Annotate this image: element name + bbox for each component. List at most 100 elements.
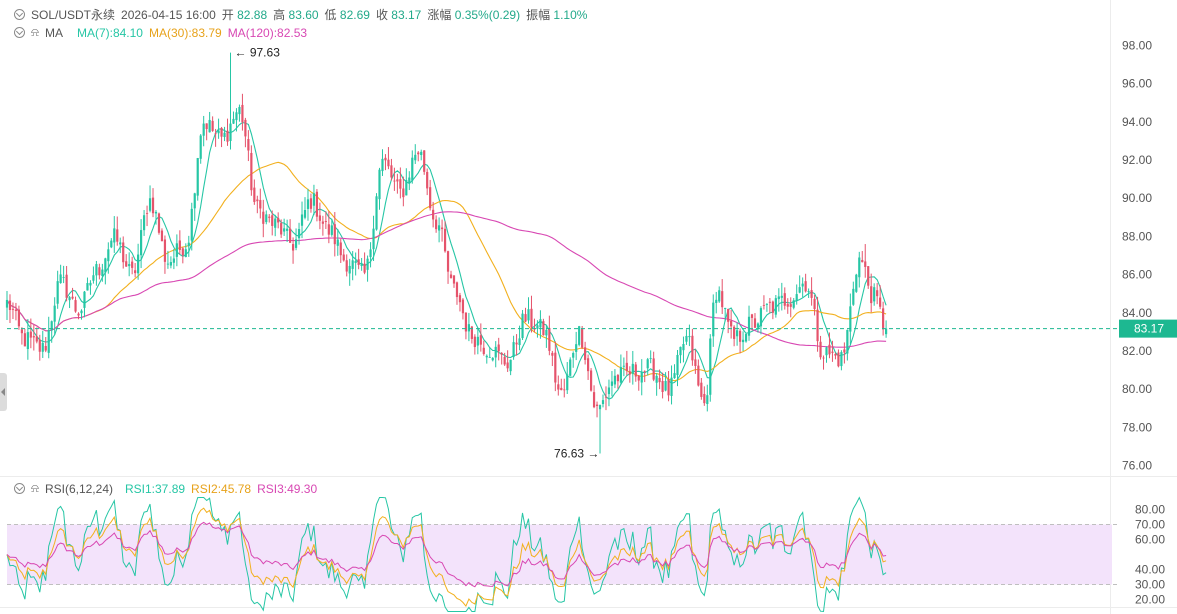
candle: [566, 362, 569, 395]
side-panel-toggle[interactable]: [0, 373, 7, 411]
candle-body: [199, 135, 202, 159]
candle-body: [810, 290, 813, 298]
candle-body: [134, 270, 137, 274]
candle-body: [831, 351, 834, 353]
candle-body: [768, 301, 771, 303]
candle: [607, 379, 611, 407]
candle: [283, 218, 286, 236]
candle: [870, 273, 873, 313]
candle-body: [551, 352, 554, 356]
candle: [381, 149, 384, 176]
candle: [128, 252, 131, 277]
candle-body: [569, 359, 572, 376]
candle: [536, 320, 539, 338]
candle-body: [214, 133, 217, 135]
candle-body: [595, 404, 599, 406]
candle: [119, 237, 122, 254]
collapse-icon[interactable]: [14, 9, 25, 20]
candle: [464, 312, 468, 340]
candle-body: [220, 127, 223, 137]
candle: [271, 210, 274, 236]
candle-body: [417, 152, 420, 155]
candle: [145, 205, 149, 227]
candle-body: [190, 208, 193, 241]
candle-body: [306, 199, 310, 209]
candle-body: [384, 157, 387, 161]
candle-body: [86, 283, 89, 291]
candle: [321, 215, 324, 236]
candle-body: [500, 352, 503, 355]
low-label: 低: [324, 8, 337, 22]
candle-body: [598, 405, 602, 410]
bell-icon[interactable]: ⍾: [31, 25, 39, 39]
candle: [476, 327, 479, 355]
candle: [384, 154, 387, 171]
ma120-line: [6, 211, 887, 348]
candle: [309, 193, 313, 213]
price-tick-label: 86.00: [1122, 268, 1152, 282]
candle: [11, 302, 15, 320]
candle-body: [11, 308, 15, 310]
candle: [840, 350, 843, 371]
candle: [342, 248, 345, 262]
candle-body: [235, 112, 238, 121]
candle: [786, 298, 789, 314]
candle: [649, 350, 652, 364]
candle-body: [563, 389, 566, 391]
candle-body: [309, 198, 313, 209]
collapse-icon[interactable]: [14, 483, 25, 494]
candle-body: [342, 254, 345, 261]
ma-indicator-label: MA: [44, 25, 63, 40]
candle-body: [348, 265, 351, 274]
candle: [685, 329, 688, 345]
rsi-pane: [6, 496, 1120, 613]
candle: [157, 212, 161, 235]
candle-body: [274, 218, 277, 228]
candle: [816, 296, 819, 352]
candle-body: [491, 357, 494, 361]
candle-body: [196, 158, 199, 196]
candle: [423, 150, 426, 175]
candle-body: [366, 258, 369, 270]
candle-body: [867, 266, 870, 286]
candle: [738, 328, 742, 354]
candle-body: [157, 213, 161, 233]
candle: [387, 147, 390, 170]
candle-body: [259, 200, 262, 209]
candle-body: [438, 225, 441, 231]
candle-body: [294, 239, 298, 248]
candle: [661, 372, 664, 399]
candle: [62, 265, 65, 284]
candle-body: [184, 249, 187, 257]
candle-body: [440, 227, 444, 230]
ohlc-legend: SOL/USDT永续 2026-04-15 16:00 开 82.88 高 83…: [14, 6, 587, 23]
candle-body: [503, 356, 506, 365]
candle-body: [277, 217, 280, 223]
candle: [399, 167, 402, 199]
candle: [253, 179, 256, 205]
candle-body: [885, 328, 888, 335]
candle: [712, 294, 715, 347]
candle-body: [736, 330, 739, 337]
candle-body: [336, 239, 339, 246]
candle-body: [128, 264, 131, 267]
amplitude-value: 1.10%: [553, 8, 588, 22]
candle: [250, 145, 253, 196]
candle: [682, 336, 685, 363]
candle-body: [140, 230, 143, 256]
candle: [548, 315, 551, 356]
candle: [557, 375, 560, 396]
candle-body: [479, 335, 482, 345]
candle: [521, 309, 524, 340]
candle-body: [208, 119, 211, 133]
candle: [756, 322, 760, 333]
candle-body: [396, 179, 399, 182]
candle: [753, 313, 757, 328]
candle-body: [780, 295, 783, 298]
collapse-icon[interactable]: [14, 27, 25, 38]
candle: [461, 298, 465, 320]
candle-body: [29, 331, 32, 338]
bell-icon[interactable]: ⍾: [31, 481, 39, 495]
